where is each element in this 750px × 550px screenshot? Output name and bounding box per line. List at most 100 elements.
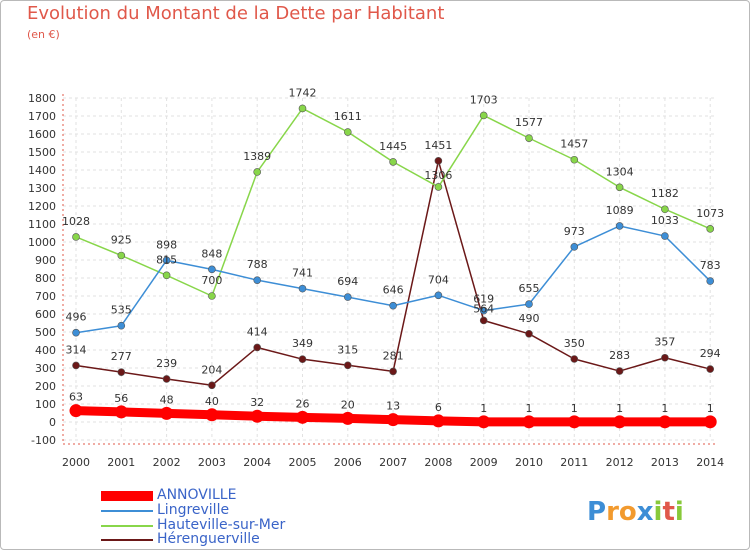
data-point: [567, 415, 581, 429]
data-point: [250, 409, 264, 423]
legend-label-herenguerville: Hérenguerville: [157, 531, 260, 547]
data-label: 56: [114, 392, 128, 405]
data-label: 694: [337, 275, 358, 288]
y-tick-label: 1000: [28, 236, 56, 249]
data-point: [615, 222, 624, 230]
data-point: [253, 276, 262, 284]
data-point: [72, 233, 80, 241]
data-point: [525, 300, 533, 308]
data-label: 704: [428, 273, 449, 286]
data-point: [661, 353, 669, 362]
data-point: [479, 111, 488, 120]
legend-swatch-hauteville: [101, 525, 153, 527]
data-point: [570, 155, 579, 164]
data-point: [570, 243, 579, 251]
y-tick-label: 700: [35, 290, 56, 303]
data-point: [661, 232, 669, 240]
data-point: [479, 306, 488, 315]
data-label: 1: [571, 402, 578, 415]
y-tick-label: 1100: [28, 218, 56, 231]
data-point: [253, 168, 262, 176]
data-point: [703, 415, 717, 429]
data-point: [479, 316, 488, 325]
y-tick-label: 200: [35, 380, 56, 393]
x-tick-label: 2012: [606, 456, 634, 469]
data-point: [162, 256, 171, 265]
data-label: 535: [111, 304, 132, 317]
data-point: [434, 183, 443, 191]
data-point: [386, 413, 400, 427]
data-point: [615, 183, 624, 192]
data-point: [298, 355, 307, 363]
data-label: 1: [526, 402, 533, 415]
data-point: [658, 415, 672, 429]
data-label: 63: [69, 391, 83, 404]
x-tick-label: 2010: [515, 456, 543, 469]
x-tick-label: 2011: [560, 456, 588, 469]
data-label: 349: [292, 337, 313, 350]
data-point: [477, 415, 491, 429]
data-label: 6: [435, 401, 442, 414]
data-label: 26: [296, 397, 310, 410]
y-tick-label: 400: [35, 344, 56, 357]
x-tick-label: 2008: [424, 456, 452, 469]
legend-label-hauteville: Hauteville-sur-Mer: [157, 517, 286, 533]
data-label: 40: [205, 395, 219, 408]
data-point: [615, 367, 624, 375]
y-tick-label: 1600: [28, 128, 56, 141]
data-point: [525, 134, 533, 142]
x-tick-label: 2006: [334, 456, 362, 469]
data-label: 1457: [560, 138, 588, 151]
data-label: 277: [111, 350, 132, 363]
data-label: 315: [337, 343, 358, 356]
data-point: [434, 157, 443, 165]
y-tick-label: 1700: [28, 110, 56, 123]
y-tick-label: 1500: [28, 146, 56, 159]
legend-swatch-herenguerville: [101, 539, 153, 541]
proxiti-logo: Proxiti: [585, 491, 695, 531]
chart-title: Evolution du Montant de la Dette par Hab…: [27, 3, 445, 24]
data-point: [160, 406, 174, 420]
data-label: 973: [564, 225, 585, 238]
data-label: 414: [247, 325, 268, 338]
data-point: [208, 265, 216, 274]
data-point: [570, 355, 579, 363]
data-label: 1389: [243, 150, 271, 163]
data-point: [434, 291, 443, 300]
y-tick-label: -100: [31, 434, 56, 447]
data-point: [205, 408, 219, 422]
x-tick-label: 2000: [62, 456, 90, 469]
y-tick-label: 1200: [28, 200, 56, 213]
data-point: [341, 411, 355, 425]
data-label: 281: [383, 349, 404, 362]
data-label: 788: [247, 258, 268, 271]
x-tick-label: 2005: [289, 456, 317, 469]
data-label: 1306: [424, 169, 452, 182]
data-point: [343, 361, 352, 370]
data-point: [431, 414, 445, 428]
y-tick-label: 600: [35, 308, 56, 321]
data-label: 564: [473, 302, 494, 315]
data-label: 1451: [424, 139, 452, 152]
data-label: 32: [250, 396, 264, 409]
data-label: 490: [519, 312, 540, 325]
data-label: 1033: [651, 214, 679, 227]
data-point: [117, 321, 126, 330]
data-label: 239: [156, 357, 177, 370]
svg-text:Proxiti: Proxiti: [587, 497, 684, 527]
x-tick-label: 2014: [696, 456, 724, 469]
y-tick-label: 1300: [28, 182, 56, 195]
data-point: [208, 292, 216, 300]
y-tick-label: 500: [35, 326, 56, 339]
legend-swatch-annoville: [101, 491, 153, 501]
data-point: [253, 343, 262, 352]
data-label: 815: [156, 253, 177, 266]
data-point: [117, 251, 126, 260]
legend-label-annoville: ANNOVILLE: [157, 487, 237, 503]
data-label: 1: [480, 402, 487, 415]
y-tick-label: 900: [35, 254, 56, 267]
x-tick-label: 2013: [651, 456, 679, 469]
data-point: [706, 365, 715, 373]
y-tick-label: 100: [35, 398, 56, 411]
data-label: 783: [700, 259, 721, 272]
